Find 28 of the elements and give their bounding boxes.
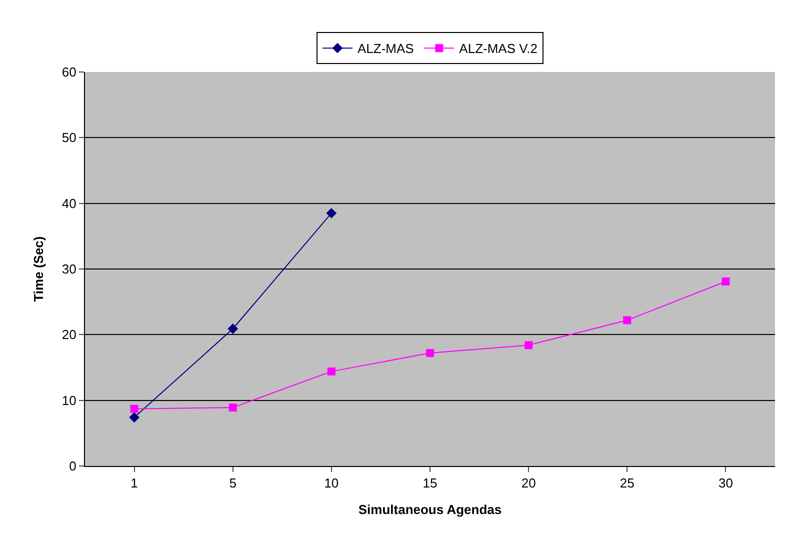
y-tick-label: 60 [62, 64, 76, 80]
point [524, 341, 533, 350]
y-tick-label: 20 [62, 327, 76, 342]
x-tick-label: 1 [130, 476, 138, 491]
legend-label: ALZ-MAS [358, 41, 414, 56]
y-tick-label: 30 [62, 262, 76, 277]
point [326, 208, 337, 218]
y-tick-label: 0 [69, 458, 76, 474]
point [130, 404, 138, 413]
y-axis-title: Time (Sec) [30, 236, 46, 302]
point [228, 324, 238, 334]
point [623, 316, 632, 324]
y-tick-label: 10 [62, 392, 76, 408]
point [129, 412, 140, 423]
point [228, 404, 237, 412]
point [426, 349, 434, 358]
x-tick-label: 5 [229, 476, 236, 491]
x-tick-label: 10 [324, 476, 339, 491]
x-tick-label: 20 [521, 476, 536, 491]
point [722, 277, 730, 286]
point [327, 367, 336, 376]
legend-label: ALZ-MAS V.2 [459, 41, 538, 56]
x-tick-label: 15 [422, 476, 438, 491]
x-axis-title: Simultaneous Agendas [358, 502, 502, 518]
x-tick-label: 30 [718, 476, 733, 491]
x-tick-label: 25 [620, 476, 634, 491]
y-tick-label: 50 [62, 130, 76, 146]
y-tick-label: 40 [62, 196, 76, 211]
